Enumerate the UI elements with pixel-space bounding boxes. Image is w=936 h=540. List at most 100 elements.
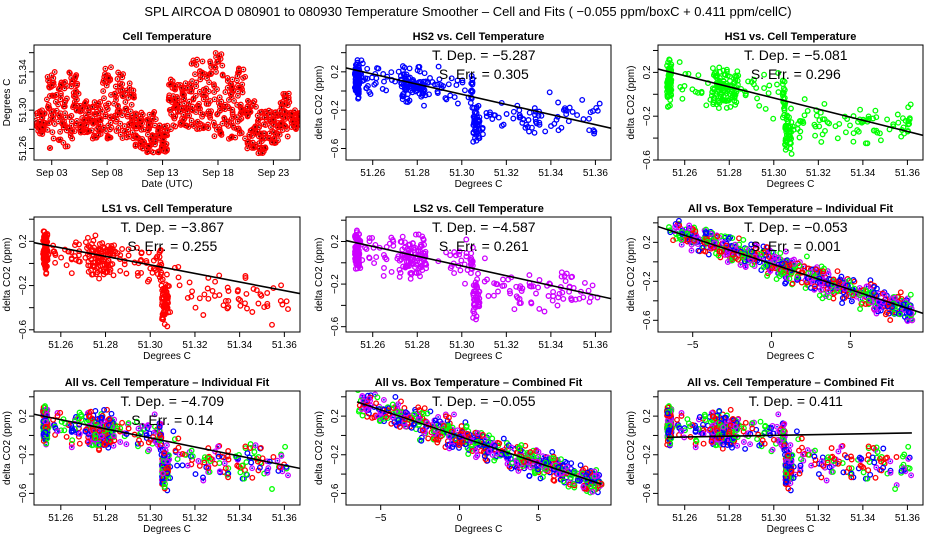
data-point-core [216, 113, 219, 116]
data-point-core [247, 114, 249, 117]
data-point [69, 135, 76, 142]
data-point-core [235, 127, 238, 130]
data-point [215, 100, 222, 107]
data-point [139, 136, 146, 142]
data-point-core [202, 113, 205, 116]
data-point-core [283, 124, 286, 127]
data-point [396, 266, 403, 273]
data-point [225, 465, 232, 472]
data-point [419, 85, 426, 92]
data-point [834, 287, 841, 294]
data-point-core [734, 243, 737, 246]
data-point-core [97, 102, 99, 105]
data-point [775, 254, 781, 261]
y-tick-label: −0.6 [330, 138, 341, 158]
data-point [822, 127, 828, 134]
x-tick-label: 0 [769, 340, 775, 351]
data-point [66, 125, 73, 132]
data-point-core [68, 116, 71, 118]
data-point [203, 85, 210, 92]
data-point [150, 110, 157, 117]
data-point [181, 95, 188, 102]
panel-title: All vs. Cell Temperature – Individual Fi… [65, 377, 270, 389]
data-point [184, 294, 191, 301]
data-point [172, 104, 179, 111]
data-point [146, 446, 153, 453]
data-point [129, 129, 136, 136]
data-point [178, 105, 185, 112]
data-point [199, 69, 206, 76]
data-point [363, 85, 370, 91]
data-point [117, 267, 124, 274]
data-point [710, 101, 717, 108]
figure-title: SPL AIRCOA D 080901 to 080930 Temperatur… [144, 4, 791, 19]
data-point [68, 118, 75, 125]
data-point [511, 306, 518, 313]
data-point [115, 124, 122, 131]
data-point [123, 270, 130, 277]
data-point-core [184, 82, 187, 85]
fit-annotation: T. Dep. = −5.287 [432, 47, 536, 63]
data-point [200, 91, 207, 98]
data-point [467, 99, 474, 106]
data-point-core [230, 136, 233, 139]
data-point [591, 130, 598, 137]
data-point [47, 144, 54, 151]
data-point [237, 469, 244, 476]
data-point [483, 110, 490, 116]
data-point [873, 127, 880, 134]
data-point [128, 101, 135, 108]
data-point [354, 265, 361, 272]
data-point [146, 111, 153, 118]
x-tick-label: Sep 03 [36, 168, 68, 179]
data-point [783, 116, 790, 123]
data-point [434, 90, 441, 96]
data-point-core [135, 125, 138, 128]
data-point [42, 264, 49, 271]
data-point [227, 91, 234, 98]
data-point [415, 269, 422, 276]
data-point [271, 135, 278, 142]
data-point [353, 252, 360, 259]
data-point-core [197, 105, 200, 108]
data-point [399, 96, 406, 103]
data-point [132, 143, 139, 149]
data-point [75, 433, 82, 440]
data-point [407, 270, 414, 277]
data-point [695, 89, 701, 96]
data-point [479, 126, 486, 132]
data-point [594, 107, 601, 114]
data-point [189, 456, 196, 463]
data-point [229, 83, 236, 90]
data-point [469, 79, 476, 86]
data-point [415, 248, 421, 254]
data-point-core [286, 104, 289, 107]
data-point [735, 72, 742, 79]
data-point [388, 268, 395, 275]
data-point [423, 261, 430, 268]
data-point [459, 77, 466, 84]
data-point [290, 121, 297, 128]
data-point [522, 124, 529, 131]
data-point [718, 233, 725, 240]
data-point [244, 450, 251, 457]
data-point [172, 113, 179, 120]
data-point [447, 252, 454, 259]
data-point-core [71, 80, 73, 83]
data-point-core [85, 114, 87, 116]
data-point [201, 459, 208, 466]
data-point [222, 297, 229, 304]
data-point-core [238, 86, 241, 89]
data-point [758, 251, 765, 258]
data-point [164, 298, 171, 305]
data-point-core [262, 123, 265, 126]
data-point [563, 270, 570, 277]
data-point [586, 115, 592, 122]
data-point [905, 104, 912, 111]
data-point [689, 225, 696, 232]
data-point-core [827, 290, 830, 293]
data-point [152, 141, 158, 148]
data-point [114, 111, 121, 118]
